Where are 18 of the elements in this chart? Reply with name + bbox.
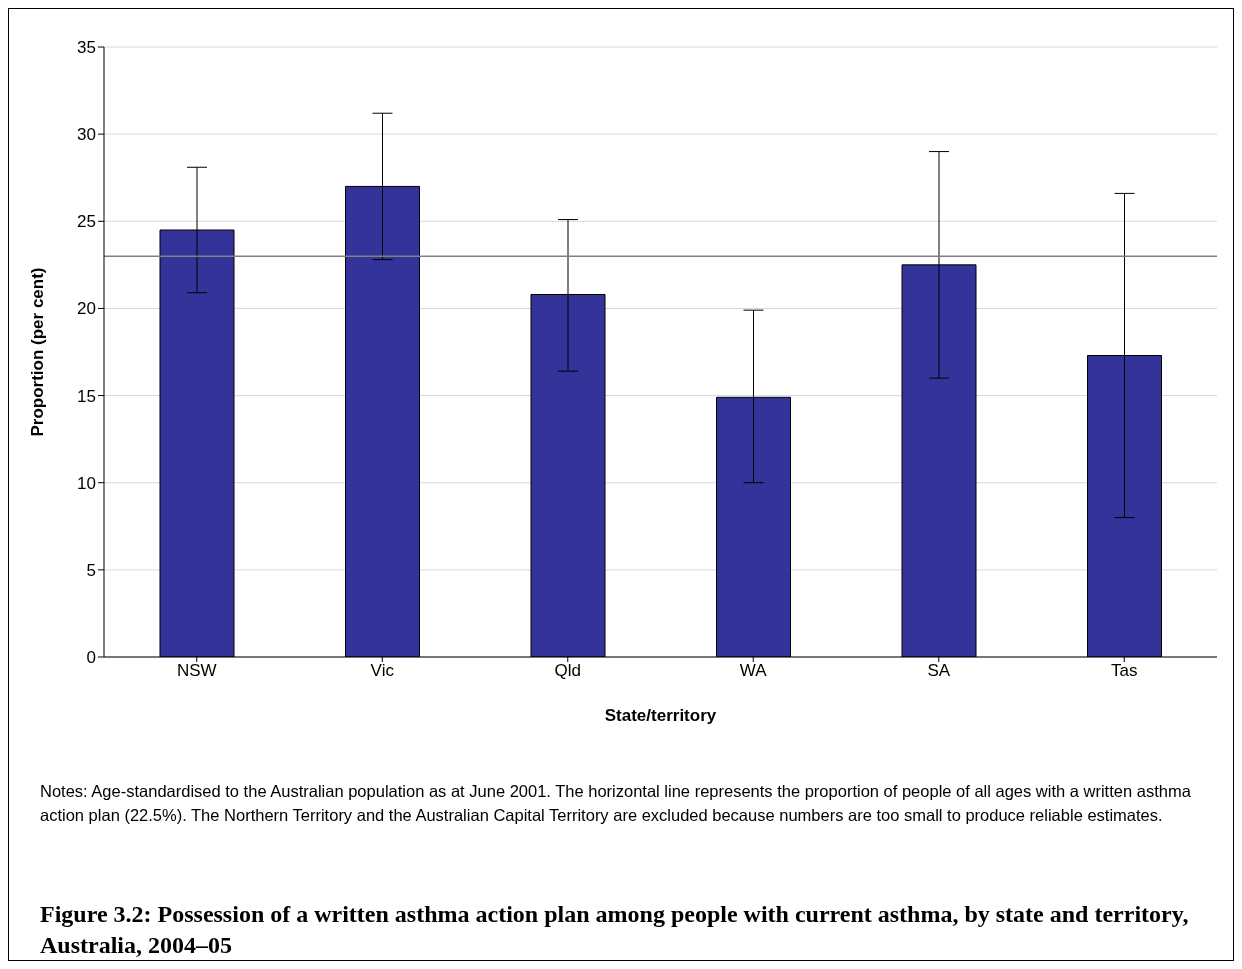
text: Figure 3.2: Possession of a written asthma action plan among people with current asthma, by state and territory, Australia, 2004–05 — [40, 900, 1190, 960]
y-tick-label: 0 — [86, 648, 96, 668]
y-tick-label: 5 — [86, 560, 96, 580]
text: Notes: Age-standardised to the Australian population as at June 2001. The horizontal line represents the proportion of people of all ages with a written asthma action plan (22.5%). The Northern Territory and the Australian Capital Territory are excluded because numbers are too small to produce reliable estimates. — [40, 781, 1192, 826]
y-tick-label: 35 — [77, 38, 96, 58]
x-tick-label: Qld — [554, 661, 581, 681]
x-tick-label: SA — [927, 661, 951, 681]
x-tick-label: Tas — [1111, 661, 1138, 681]
x-tick-label: NSW — [176, 661, 217, 681]
y-tick-label: 30 — [77, 125, 96, 145]
x-tick-label: Vic — [370, 661, 395, 681]
y-axis-title: Proportion (per cent) — [28, 267, 48, 437]
x-tick-label: WA — [739, 661, 768, 681]
y-tick-label: 20 — [77, 299, 96, 319]
y-tick-label: 25 — [77, 212, 96, 232]
y-tick-label: 10 — [77, 473, 96, 493]
x-axis-title: State/territory — [604, 706, 717, 725]
y-tick-label: 15 — [77, 386, 96, 406]
